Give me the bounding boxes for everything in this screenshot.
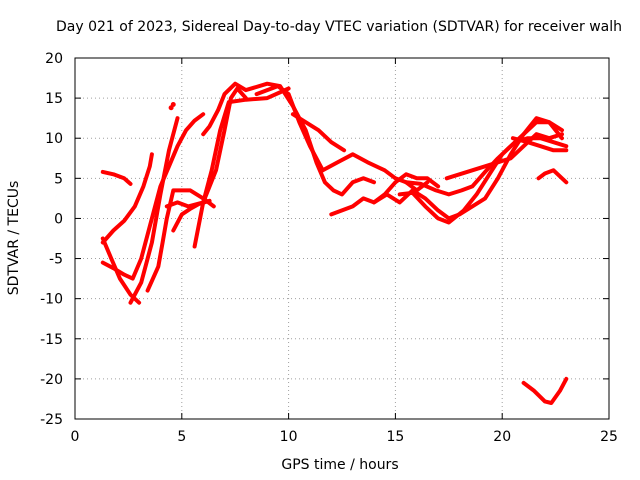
x-tick-label: 5 (177, 429, 186, 445)
y-tick-label: -15 (40, 332, 63, 348)
y-tick-label: 0 (54, 211, 63, 227)
x-tick-label: 15 (386, 429, 404, 445)
y-tick-label: -5 (49, 252, 63, 268)
grid (75, 58, 609, 419)
x-axis-label: GPS time / hours (281, 457, 398, 473)
chart-title: Day 021 of 2023, Sidereal Day-to-day VTE… (56, 19, 622, 35)
y-tick-label: 5 (54, 171, 63, 187)
y-tick-label: 15 (45, 91, 63, 107)
y-tick-label: -25 (40, 412, 63, 428)
series-track-4 (100, 152, 154, 245)
x-tick-label: 0 (71, 429, 80, 445)
y-tick-label: 20 (45, 51, 63, 67)
series-track-11 (254, 84, 430, 193)
series-track-12 (290, 112, 347, 153)
series-track-18 (510, 136, 569, 153)
series-track-7 (164, 86, 248, 209)
series-track-9 (192, 86, 291, 249)
plot-frame (74, 57, 610, 420)
series-track-5 (128, 116, 180, 305)
y-tick-label: -10 (40, 292, 63, 308)
tick-marks (74, 57, 610, 420)
x-tick-label: 20 (493, 429, 511, 445)
series-group (100, 81, 569, 405)
x-tick-label: 10 (280, 429, 298, 445)
series-track-3 (100, 112, 206, 281)
y-axis-label: SDTVAR / TECUs (6, 181, 22, 296)
series-track-19 (536, 168, 569, 185)
series-track-20 (521, 376, 569, 405)
x-tick-labels: 0 5 10 15 20 25 (71, 429, 618, 445)
x-tick-label: 25 (600, 429, 618, 445)
series-track-15 (397, 136, 569, 225)
series-track-16 (404, 120, 564, 197)
y-tick-label: 10 (45, 131, 63, 147)
series-track-1 (100, 169, 133, 186)
y-tick-label: -20 (40, 372, 63, 388)
series-track-17 (444, 132, 564, 181)
y-tick-labels: -25 -20 -15 -10 -5 0 5 10 15 20 (40, 51, 63, 428)
data-point (168, 105, 174, 111)
